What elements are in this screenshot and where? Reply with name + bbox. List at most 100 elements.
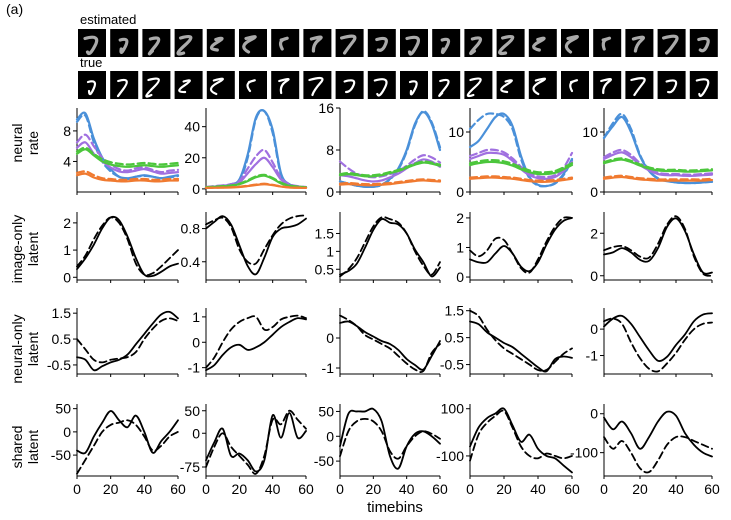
series-line: [76, 419, 179, 475]
image-frame: [78, 29, 106, 57]
series-line: [468, 160, 574, 176]
series-line: [204, 156, 308, 189]
image-frame: [110, 71, 139, 99]
series-line: [469, 320, 573, 373]
x-tick-label: 60: [298, 481, 314, 497]
y-tick-label: 0: [326, 428, 334, 444]
series-line: [469, 216, 573, 274]
image-frame: [174, 71, 203, 99]
y-tick-label: 0: [63, 424, 71, 440]
panel-r1-c0: 0 1 2: [63, 212, 179, 285]
y-tick-label: 50: [318, 403, 334, 419]
series-line: [338, 158, 442, 183]
panel-r0-c0: 48: [63, 108, 180, 195]
row-label: image-only: [9, 215, 25, 283]
panel-r2-c3: -0.5 0.5 1.5: [440, 303, 573, 377]
image-frame: [174, 29, 203, 57]
y-tick-label: 0.5: [445, 330, 465, 346]
image-frame: [78, 71, 106, 99]
x-tick-label: 0: [73, 481, 81, 497]
series-line: [205, 412, 307, 473]
series-line: [338, 178, 442, 186]
y-tick-label: 0.8: [181, 221, 201, 237]
image-frame: [335, 29, 364, 57]
row-label: shared: [9, 426, 25, 469]
panel-r0-c4: 0 10: [582, 108, 714, 200]
x-tick-label: 0: [202, 481, 210, 497]
series-line: [603, 215, 713, 277]
y-tick-label: -75: [180, 459, 200, 475]
series-line: [603, 435, 713, 474]
series-line: [339, 218, 441, 278]
series-line: [338, 160, 442, 177]
image-frame: [303, 71, 332, 99]
series-line: [603, 410, 713, 458]
y-tick-label: 1.5: [52, 305, 72, 321]
x-tick-label: 40: [668, 481, 684, 497]
y-tick-label: -50: [314, 453, 334, 469]
row-label: rate: [25, 131, 41, 155]
series-line: [339, 320, 441, 371]
image-frame: [561, 29, 589, 57]
series-line: [204, 109, 308, 189]
image-frame: [689, 71, 718, 99]
y-tick-label: -1: [586, 348, 599, 364]
x-tick-label: 40: [265, 481, 281, 497]
y-tick-label: 1: [326, 243, 334, 259]
image-frame: [593, 71, 622, 99]
series-line: [205, 214, 307, 266]
row-label: latent: [25, 332, 41, 366]
image-frame: [657, 29, 686, 57]
x-tick-label: 40: [399, 481, 415, 497]
y-tick-label: 1: [192, 309, 200, 325]
series-line: [204, 182, 308, 189]
image-frame: [593, 29, 622, 57]
image-frame: [142, 29, 171, 57]
y-tick-label: 10: [582, 124, 598, 140]
y-tick-label: 50: [55, 401, 71, 417]
series-line: [603, 312, 713, 362]
image-frame: [206, 29, 235, 57]
image-frame: [110, 29, 139, 57]
series-line: [205, 215, 307, 276]
y-tick-label: 1.5: [445, 303, 465, 319]
y-tick-label: 2: [590, 225, 598, 241]
y-tick-label: -0.5: [47, 357, 71, 373]
panel-r3-c0: -50 0 50 0 20 40 60: [51, 401, 186, 497]
x-tick-label: 0: [336, 481, 344, 497]
y-tick-label: 0: [590, 184, 598, 200]
x-tick-label: 20: [103, 481, 119, 497]
series-line: [339, 216, 441, 278]
true-image-strip: [78, 71, 718, 99]
y-tick-label: -1: [188, 360, 201, 376]
image-frame: [271, 29, 300, 57]
image-frame: [239, 71, 267, 99]
row-label: latent: [25, 232, 41, 266]
y-tick-label: 0: [192, 181, 200, 197]
series-line: [75, 146, 180, 166]
y-tick-label: 0: [326, 184, 334, 200]
y-tick-label: 20: [184, 150, 200, 166]
y-tick-label: 0: [326, 330, 334, 346]
x-tick-label: 20: [232, 481, 248, 497]
y-tick-label: 0: [456, 269, 464, 285]
image-frame: [432, 29, 461, 57]
panel-r2-c0: -0.5 0.5 1.5: [47, 305, 179, 377]
series-line: [469, 407, 573, 474]
series-line: [602, 112, 714, 185]
y-tick-label: 0: [590, 268, 598, 284]
image-frame: [657, 71, 686, 99]
y-tick-label: 0: [590, 406, 598, 422]
y-tick-label: 0: [63, 269, 71, 285]
series-line: [602, 151, 714, 177]
plot-grid: 480204008160100100120.40.80.511.501202-0…: [47, 100, 720, 497]
series-line: [602, 148, 714, 176]
series-line: [204, 148, 308, 189]
image-frame: [561, 71, 589, 99]
y-tick-label: 8: [326, 142, 334, 158]
y-tick-label: 2: [63, 215, 71, 231]
panel-r0-c2: 0 8 16: [318, 100, 442, 200]
panel-r3-c3: -100 100 0 20 40 60: [436, 401, 580, 497]
